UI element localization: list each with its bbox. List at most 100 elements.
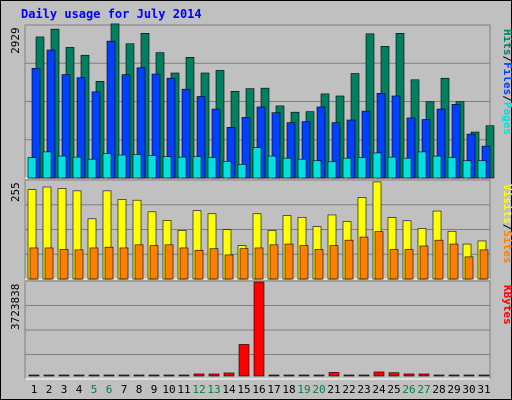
bar-kbytes-day-16 [253,281,265,377]
bar-pages-day-3 [57,155,67,179]
bar-pages-day-17 [267,155,277,179]
bar-sites-day-2 [44,247,54,280]
bar-pages-day-1 [27,157,37,179]
x-tick-label-8: 8 [136,383,143,396]
panel-1-legend: Hits/Files/Pages [501,29,512,135]
x-tick-label-13: 13 [207,383,220,396]
bar-sites-day-24 [374,231,384,280]
panel-3-ymax-label: 3723838 [9,284,22,330]
x-tick-label-15: 15 [237,383,250,396]
bar-sites-day-13 [209,248,219,280]
bar-kbytes-day-26 [403,373,415,377]
bar-kbytes-day-7 [118,374,130,377]
bar-pages-day-16 [252,147,262,179]
x-tick-label-14: 14 [222,383,236,396]
chart-title: Daily usage for July 2014 [21,7,202,21]
bar-pages-day-2 [42,151,52,179]
legend-separator: / [501,224,512,231]
bar-sites-day-17 [269,244,279,280]
panel-1-ymax-label: 2929 [9,27,22,54]
bar-kbytes-day-31 [478,374,490,377]
bar-pages-day-4 [72,156,82,179]
bar-sites-day-3 [59,249,69,280]
bar-pages-day-22 [342,157,352,179]
bar-sites-day-31 [479,249,489,280]
bar-sites-day-28 [434,239,444,280]
bar-pages-day-26 [402,157,412,179]
x-tick-label-4: 4 [76,383,83,396]
panel-2-ymax-label: 255 [9,182,22,202]
bar-sites-day-8 [134,244,144,280]
bar-kbytes-day-11 [178,374,190,377]
x-tick-label-6: 6 [106,383,113,396]
bar-pages-day-12 [192,156,202,179]
bar-kbytes-day-30 [463,374,475,377]
x-tick-label-26: 26 [402,383,415,396]
bar-kbytes-day-25 [388,372,400,377]
legend-kbytes: KBytes [501,285,512,325]
x-tick-label-20: 20 [312,383,325,396]
bar-sites-day-25 [389,249,399,280]
bar-pages-day-25 [387,156,397,179]
bar-pages-day-23 [357,157,367,179]
x-tick-label-2: 2 [46,383,53,396]
bar-pages-day-14 [222,160,232,179]
x-tick-label-24: 24 [372,383,386,396]
bar-kbytes-day-23 [358,374,370,377]
x-tick-label-21: 21 [327,383,340,396]
bar-kbytes-day-2 [43,374,55,377]
bar-sites-day-14 [224,254,234,280]
bar-sites-day-4 [74,249,84,280]
legend-separator: / [501,95,512,102]
bar-sites-day-27 [419,245,429,280]
bar-kbytes-day-4 [73,374,85,377]
bar-kbytes-day-3 [58,374,70,377]
x-tick-label-5: 5 [91,383,98,396]
bar-kbytes-day-10 [163,374,175,377]
legend-separator: / [501,56,512,63]
x-tick-label-29: 29 [447,383,460,396]
bar-pages-day-27 [417,151,427,179]
x-tick-label-23: 23 [357,383,370,396]
bar-kbytes-day-12 [193,373,205,377]
bar-sites-day-10 [164,244,174,280]
bar-pages-day-9 [147,155,157,179]
bar-kbytes-day-15 [238,344,250,377]
bar-sites-day-6 [104,246,114,280]
bar-kbytes-day-22 [343,374,355,377]
bar-kbytes-day-1 [28,374,40,377]
x-tick-label-22: 22 [342,383,355,396]
bar-pages-day-15 [237,164,247,179]
bar-kbytes-day-8 [133,374,145,377]
bar-kbytes-day-29 [448,374,460,377]
panel-3-legend: KBytes [501,285,512,325]
bar-pages-day-30 [462,160,472,179]
bar-pages-day-8 [132,154,142,179]
x-tick-label-9: 9 [151,383,158,396]
bar-pages-day-29 [447,157,457,179]
bar-kbytes-day-24 [373,371,385,377]
bar-kbytes-day-13 [208,373,220,377]
x-tick-label-17: 17 [267,383,280,396]
bar-pages-day-19 [297,158,307,179]
legend-visits: Visits [501,184,512,224]
bar-kbytes-day-21 [328,372,340,377]
bar-kbytes-day-17 [268,374,280,377]
bar-sites-day-1 [29,247,39,280]
bar-sites-day-22 [344,239,354,280]
bar-kbytes-day-6 [103,374,115,377]
bar-kbytes-day-18 [283,374,295,377]
bar-kbytes-day-14 [223,372,235,377]
bar-sites-day-15 [239,248,249,280]
x-tick-label-1: 1 [31,383,38,396]
legend-hits: Hits [501,29,512,56]
bar-sites-day-7 [119,247,129,280]
bar-pages-day-24 [372,152,382,179]
bar-sites-day-16 [254,247,264,280]
bar-pages-day-7 [117,154,127,179]
bar-sites-day-26 [404,249,414,280]
x-tick-label-10: 10 [162,383,175,396]
bar-kbytes-day-5 [88,374,100,377]
x-tick-label-12: 12 [192,383,205,396]
